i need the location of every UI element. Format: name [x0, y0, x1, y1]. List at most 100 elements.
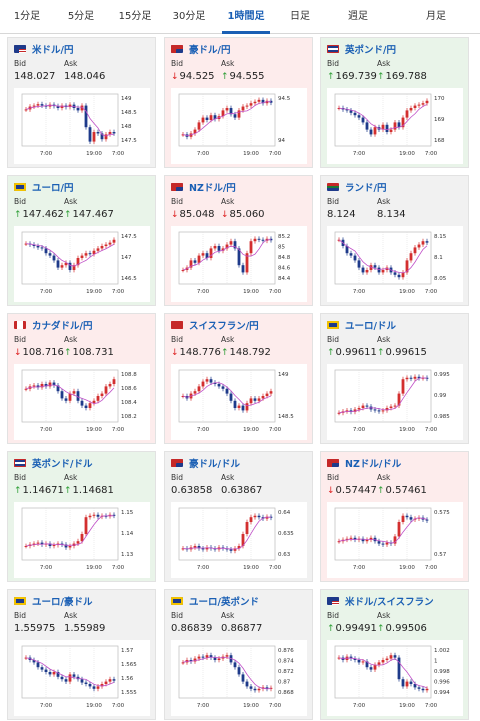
price-chart[interactable]: 8.15 8.1 8.05 7:00 19:00 7:00 [327, 226, 463, 302]
rate-card[interactable]: 豪ドル/ドル Bid Ask 0.63858 0.63867 0.64 0.635 0.63 7… [164, 451, 313, 582]
currency-pair[interactable]: 英ポンド/円 [327, 42, 396, 56]
tab-3[interactable]: 30分足 [172, 11, 206, 22]
bid-value: 0.86839 [171, 623, 212, 634]
bid-value: ↑1.14671 [14, 485, 64, 496]
currency-pair[interactable]: ユーロ/円 [14, 180, 73, 194]
price-chart[interactable]: 0.995 0.99 0.985 7:00 19:00 7:00 [327, 364, 463, 440]
rate-card[interactable]: 米ドル/円 Bid Ask 148.027 148.046 149 148.5 148 147.… [7, 37, 156, 168]
price-chart[interactable]: 149 148.5 148 147.5 7:00 19:00 7:00 [14, 88, 150, 164]
pair-name[interactable]: 米ドル/スイスフラン [345, 597, 434, 608]
candle [381, 124, 385, 130]
moving-average-line [25, 515, 115, 547]
candle [112, 239, 116, 243]
candle-chart-svg: 1.57 1.565 1.56 1.555 7:00 19:00 7:00 [21, 645, 137, 709]
pair-name[interactable]: NZドル/円 [189, 183, 236, 194]
pair-name[interactable]: 英ポンド/ドル [32, 459, 93, 470]
pair-name[interactable]: 英ポンド/円 [345, 45, 396, 56]
candle-chart-svg: 0.876 0.874 0.872 0.87 0.868 7:00 19:00 7:00 [178, 645, 294, 709]
price-chart[interactable]: 147.5 147 146.5 7:00 19:00 7:00 [14, 226, 150, 302]
currency-pair[interactable]: カナダドル/円 [14, 318, 92, 332]
price-chart[interactable]: 170 169 168 7:00 19:00 7:00 [327, 88, 463, 164]
rate-card[interactable]: ランド/円 Bid Ask 8.124 8.134 8.15 8.1 8.05 7:00 19:0… [320, 175, 469, 306]
currency-pair[interactable]: ユーロ/英ポンド [171, 594, 259, 608]
currency-pair[interactable]: 豪ドル/ドル [171, 456, 240, 470]
rate-card[interactable]: ユーロ/英ポンド Bid Ask 0.86839 0.86877 0.876 0.874 0.… [164, 589, 313, 720]
pair-name[interactable]: 豪ドル/ドル [189, 459, 240, 470]
currency-pair[interactable]: スイスフラン/円 [171, 318, 259, 332]
price-chart[interactable]: 0.876 0.874 0.872 0.87 0.868 7:00 19:00 7:00 [171, 640, 307, 716]
price-chart[interactable]: 1.002 1 0.998 0.996 0.994 7:00 19:00 7:00 [327, 640, 463, 716]
arrow-up-icon: ↑ [327, 348, 335, 358]
x-tick-label: 19:00 [86, 703, 102, 709]
rate-card[interactable]: ユーロ/ドル Bid Ask ↑0.99611 ↑0.99615 0.995 0.99 0.9… [320, 313, 469, 444]
ask-value: 0.63867 [221, 485, 262, 496]
tab-5[interactable]: 日足 [290, 11, 310, 22]
candle [88, 403, 92, 408]
currency-pair[interactable]: 米ドル/円 [14, 42, 73, 56]
rate-card[interactable]: NZドル/円 Bid Ask ↓85.048 ↓85.060 85.2 85 84.8 84.6… [164, 175, 313, 306]
tab-6[interactable]: 週足 [348, 11, 368, 22]
price-chart[interactable]: 85.2 85 84.8 84.6 84.4 7:00 19:00 7:00 [171, 226, 307, 302]
pair-name[interactable]: 豪ドル/円 [189, 45, 231, 56]
currency-pair[interactable]: ユーロ/豪ドル [14, 594, 92, 608]
y-tick-label: 0.57 [434, 552, 447, 558]
y-tick-label: 0.64 [278, 510, 291, 516]
pair-name[interactable]: ユーロ/豪ドル [32, 597, 93, 608]
rate-card[interactable]: カナダドル/円 Bid Ask ↓108.716 ↑108.731 108.8 108.6 1… [7, 313, 156, 444]
y-tick-label: 1.555 [121, 690, 137, 696]
ask-value: ↑0.99615 [377, 347, 427, 358]
rate-card[interactable]: 米ドル/スイスフラン Bid Ask ↑0.99491 ↑0.99506 1.002 1 0.… [320, 589, 469, 720]
rate-card[interactable]: ユーロ/円 Bid Ask ↑147.462 ↑147.467 147.5 147 146.5… [7, 175, 156, 306]
price-chart[interactable]: 94.5 94 7:00 19:00 7:00 [171, 88, 307, 164]
price-chart[interactable]: 0.575 0.57 7:00 19:00 7:00 [327, 502, 463, 578]
pair-name[interactable]: NZドル/ドル [345, 459, 402, 470]
price-chart[interactable]: 0.64 0.635 0.63 7:00 19:00 7:00 [171, 502, 307, 578]
currency-pair[interactable]: ユーロ/ドル [327, 318, 396, 332]
currency-pair[interactable]: NZドル/ドル [327, 456, 401, 470]
rate-card[interactable]: 英ポンド/円 Bid Ask ↑169.739 ↑169.788 170 169 168 7:0… [320, 37, 469, 168]
pair-name[interactable]: ユーロ/ドル [345, 321, 396, 332]
x-tick-label: 7:00 [40, 703, 53, 709]
rate-card[interactable]: ユーロ/豪ドル Bid Ask 1.55975 1.55989 1.57 1.565 1.56… [7, 589, 156, 720]
candle [365, 270, 369, 273]
pair-name[interactable]: ユーロ/英ポンド [189, 597, 259, 608]
currency-pair[interactable]: 米ドル/スイスフラン [327, 594, 434, 608]
price-chart[interactable]: 1.57 1.565 1.56 1.555 7:00 19:00 7:00 [14, 640, 150, 716]
bid-label: Bid [171, 611, 183, 620]
pair-name[interactable]: ランド/円 [345, 183, 387, 194]
candle [181, 396, 185, 397]
currency-pair[interactable]: 英ポンド/ドル [14, 456, 92, 470]
candle [257, 688, 261, 691]
price-chart[interactable]: 108.8 108.6 108.4 108.2 7:00 19:00 7:00 [14, 364, 150, 440]
rate-card[interactable]: 英ポンド/ドル Bid Ask ↑1.14671 ↑1.14681 1.15 1.14 1.1… [7, 451, 156, 582]
pair-name[interactable]: ユーロ/円 [32, 183, 74, 194]
candle [201, 548, 205, 550]
rate-card[interactable]: NZドル/ドル Bid Ask ↓0.57447 ↑0.57461 0.575 0.57 7:… [320, 451, 469, 582]
price-chart[interactable]: 149 148.5 7:00 19:00 7:00 [171, 364, 307, 440]
rate-card[interactable]: 豪ドル/円 Bid Ask ↓94.525 ↑94.555 94.5 94 7:00 19:00… [164, 37, 313, 168]
tab-0[interactable]: 1分足 [13, 11, 41, 22]
currency-pair[interactable]: 豪ドル/円 [171, 42, 230, 56]
candle-chart-svg: 1.15 1.14 1.13 7:00 19:00 7:00 [21, 507, 134, 571]
y-tick-label: 84.8 [278, 255, 291, 261]
pair-name[interactable]: カナダドル/円 [32, 321, 93, 332]
candle [349, 537, 353, 539]
price-chart[interactable]: 1.15 1.14 1.13 7:00 19:00 7:00 [14, 502, 150, 578]
currency-pair[interactable]: ランド/円 [327, 180, 386, 194]
x-tick-label: 7:00 [425, 289, 438, 295]
currency-pair[interactable]: NZドル/円 [171, 180, 236, 194]
x-tick-label: 7:00 [112, 427, 125, 433]
tab-7[interactable]: 月足 [426, 11, 446, 22]
candle [112, 379, 116, 384]
candle [337, 541, 341, 543]
candle-chart-svg: 85.2 85 84.8 84.6 84.4 7:00 19:00 7:00 [178, 231, 291, 295]
candle [48, 543, 52, 546]
rate-card[interactable]: スイスフラン/円 Bid Ask ↓148.776 ↑148.792 149 148.5 7:… [164, 313, 313, 444]
pair-name[interactable]: 米ドル/円 [32, 45, 74, 56]
candle [237, 667, 241, 675]
candle [357, 260, 361, 268]
pair-name[interactable]: スイスフラン/円 [189, 321, 259, 332]
tab-2[interactable]: 15分足 [118, 11, 152, 22]
tab-1[interactable]: 5分足 [67, 11, 95, 22]
tab-4[interactable]: 1時間足 [216, 0, 276, 34]
